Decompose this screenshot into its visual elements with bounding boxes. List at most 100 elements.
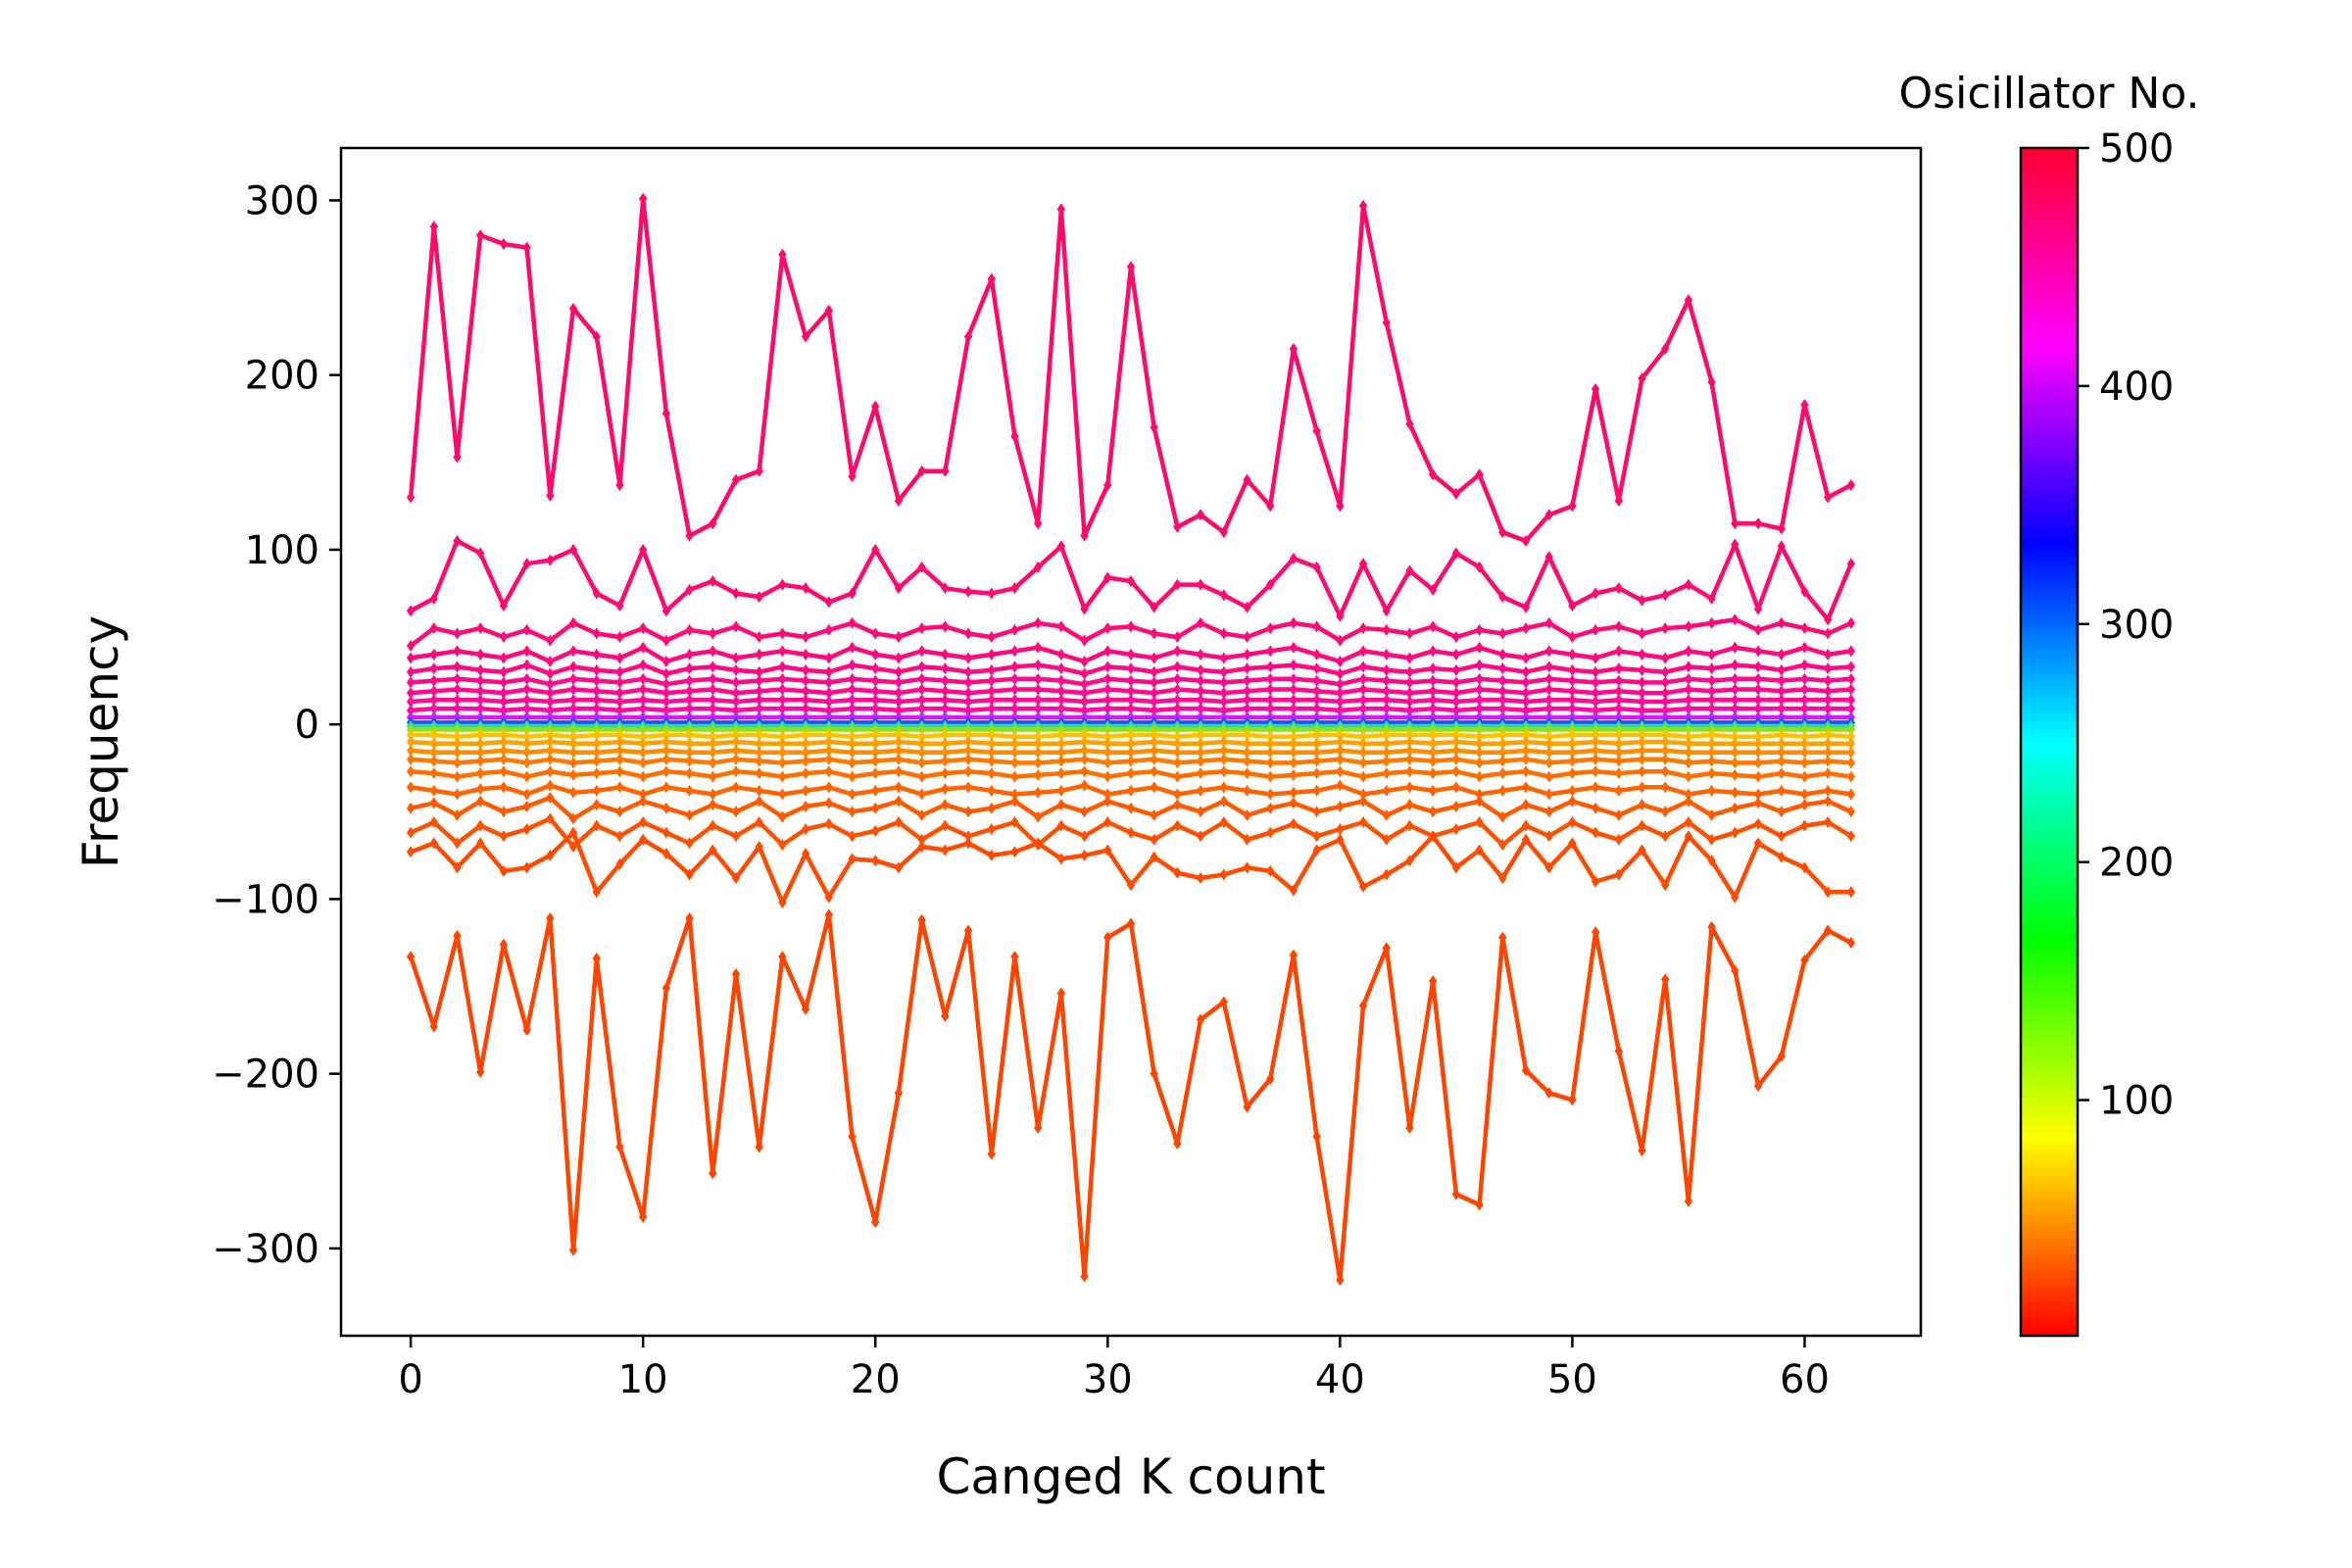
- data-point: [1196, 755, 1205, 767]
- data-point: [824, 781, 834, 794]
- data-point: [1219, 765, 1229, 778]
- data-point: [1196, 685, 1205, 698]
- data-point: [522, 558, 531, 570]
- data-point: [1544, 616, 1553, 629]
- data-point: [1428, 620, 1438, 633]
- data-point: [1382, 703, 1391, 715]
- data-point: [731, 968, 741, 981]
- data-point: [731, 676, 741, 689]
- data-point: [1080, 667, 1089, 680]
- data-point: [522, 730, 531, 743]
- data-point: [824, 728, 834, 741]
- data-point: [1405, 765, 1414, 778]
- data-point: [709, 730, 717, 743]
- data-point: [662, 802, 671, 814]
- data-point: [1684, 746, 1693, 759]
- data-point: [1336, 800, 1345, 812]
- x-tick-label: 40: [1315, 1357, 1365, 1402]
- data-point: [662, 826, 671, 839]
- data-point: [1358, 723, 1368, 736]
- data-point: [476, 783, 485, 796]
- data-point: [406, 765, 416, 778]
- data-point: [1103, 815, 1112, 828]
- data-point: [1405, 819, 1414, 832]
- data-point: [1219, 652, 1229, 664]
- data-point: [1173, 645, 1182, 658]
- data-point: [1056, 203, 1066, 216]
- data-point: [917, 465, 926, 477]
- data-point: [453, 694, 462, 707]
- data-point: [1289, 746, 1298, 759]
- data-point: [615, 652, 624, 664]
- data-point: [987, 755, 996, 767]
- data-point: [1336, 704, 1345, 716]
- data-point: [1800, 799, 1809, 811]
- data-point: [1661, 676, 1670, 689]
- data-point: [1428, 703, 1438, 715]
- data-point: [1614, 767, 1624, 780]
- data-point: [1823, 662, 1833, 675]
- data-point: [1498, 737, 1507, 750]
- data-point: [429, 662, 439, 675]
- data-point: [499, 864, 509, 877]
- data-point: [1382, 685, 1391, 698]
- data-point: [1684, 788, 1693, 801]
- data-point: [1568, 784, 1577, 797]
- data-point: [987, 272, 996, 285]
- data-point: [1544, 861, 1553, 874]
- data-point: [1753, 1080, 1763, 1093]
- data-point: [522, 694, 531, 707]
- series-18: [406, 779, 1856, 801]
- data-point: [1243, 833, 1251, 846]
- y-tick-label: 100: [245, 528, 319, 573]
- data-point: [1382, 648, 1391, 661]
- data-point: [592, 728, 601, 741]
- data-point: [1823, 746, 1833, 759]
- data-point: [429, 220, 439, 233]
- data-point: [1521, 728, 1531, 741]
- data-point: [685, 623, 694, 636]
- data-point: [592, 953, 601, 965]
- data-point: [1150, 833, 1158, 846]
- data-point: [778, 694, 787, 707]
- data-point: [709, 757, 717, 769]
- data-point: [592, 663, 601, 676]
- data-point: [568, 826, 578, 839]
- data-point: [1823, 613, 1833, 626]
- data-point: [1451, 648, 1461, 661]
- data-point: [1173, 723, 1182, 736]
- data-point: [848, 659, 857, 671]
- data-point: [1777, 830, 1786, 843]
- data-point: [453, 737, 462, 750]
- data-point: [1846, 936, 1856, 949]
- data-point: [1405, 696, 1414, 709]
- data-point: [871, 400, 880, 413]
- data-point: [1080, 603, 1089, 615]
- data-point: [1103, 737, 1112, 750]
- series-20: [406, 812, 1856, 853]
- data-point: [1219, 744, 1229, 757]
- data-point: [615, 696, 624, 709]
- data-point: [1777, 737, 1786, 750]
- data-point: [1266, 703, 1275, 715]
- data-point: [638, 703, 648, 715]
- data-point: [476, 755, 485, 767]
- data-point: [1684, 770, 1693, 783]
- data-point: [1638, 728, 1646, 741]
- data-point: [1080, 1270, 1089, 1283]
- data-point: [1614, 674, 1624, 687]
- data-point: [1056, 853, 1066, 865]
- data-point: [453, 929, 462, 942]
- data-point: [755, 746, 763, 759]
- series-17: [406, 765, 1856, 783]
- data-point: [1568, 703, 1577, 715]
- series-2: [406, 613, 1856, 652]
- data-point: [453, 672, 462, 685]
- data-point: [638, 746, 648, 759]
- data-point: [1707, 674, 1716, 687]
- data-point: [522, 746, 531, 759]
- data-point: [871, 662, 880, 675]
- data-point: [1800, 683, 1809, 696]
- data-point: [1591, 587, 1600, 600]
- data-point: [778, 723, 787, 736]
